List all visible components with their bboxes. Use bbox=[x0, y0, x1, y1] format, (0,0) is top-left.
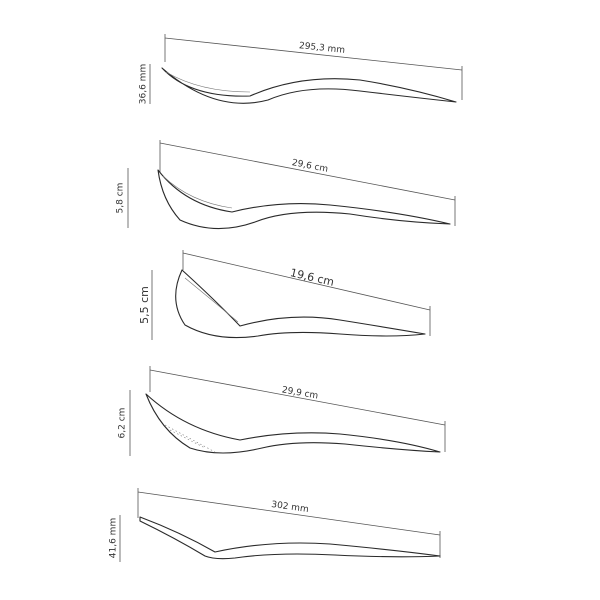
utensil: 29,9 cm 6,2 cm bbox=[118, 366, 446, 456]
utensil: 29,6 cm 5,8 cm bbox=[116, 140, 456, 230]
detail bbox=[184, 277, 239, 323]
utensil-shape bbox=[145, 393, 441, 454]
length-line bbox=[164, 37, 463, 71]
detail bbox=[165, 71, 251, 93]
length-line bbox=[149, 369, 446, 426]
length-label: 295,3 mm bbox=[298, 41, 345, 56]
utensil-shape bbox=[139, 516, 441, 560]
utensil-shape bbox=[157, 169, 451, 230]
height-label: 36,6 mm bbox=[139, 64, 149, 104]
utensil: 19,6 cm 5,5 cm bbox=[138, 250, 431, 340]
height-label: 5,5 cm bbox=[138, 286, 151, 324]
length-label: 19,6 cm bbox=[289, 266, 336, 289]
length-line bbox=[137, 491, 441, 536]
length-label: 29,9 cm bbox=[281, 385, 319, 401]
length-line bbox=[159, 142, 456, 201]
detail bbox=[164, 424, 216, 453]
length-label: 302 mm bbox=[271, 500, 310, 515]
length-label: 29,6 cm bbox=[291, 158, 329, 175]
length-line bbox=[182, 252, 431, 311]
utensil-shape bbox=[161, 67, 457, 104]
utensil: 295,3 mm 36,6 mm bbox=[139, 34, 463, 104]
height-label: 41,6 mm bbox=[109, 518, 119, 558]
utensil-shape bbox=[175, 269, 426, 339]
height-label: 6,2 cm bbox=[118, 408, 128, 439]
height-label: 5,8 cm bbox=[116, 183, 126, 214]
detail bbox=[162, 175, 233, 209]
utensil: 302 mm 41,6 mm bbox=[109, 488, 441, 562]
